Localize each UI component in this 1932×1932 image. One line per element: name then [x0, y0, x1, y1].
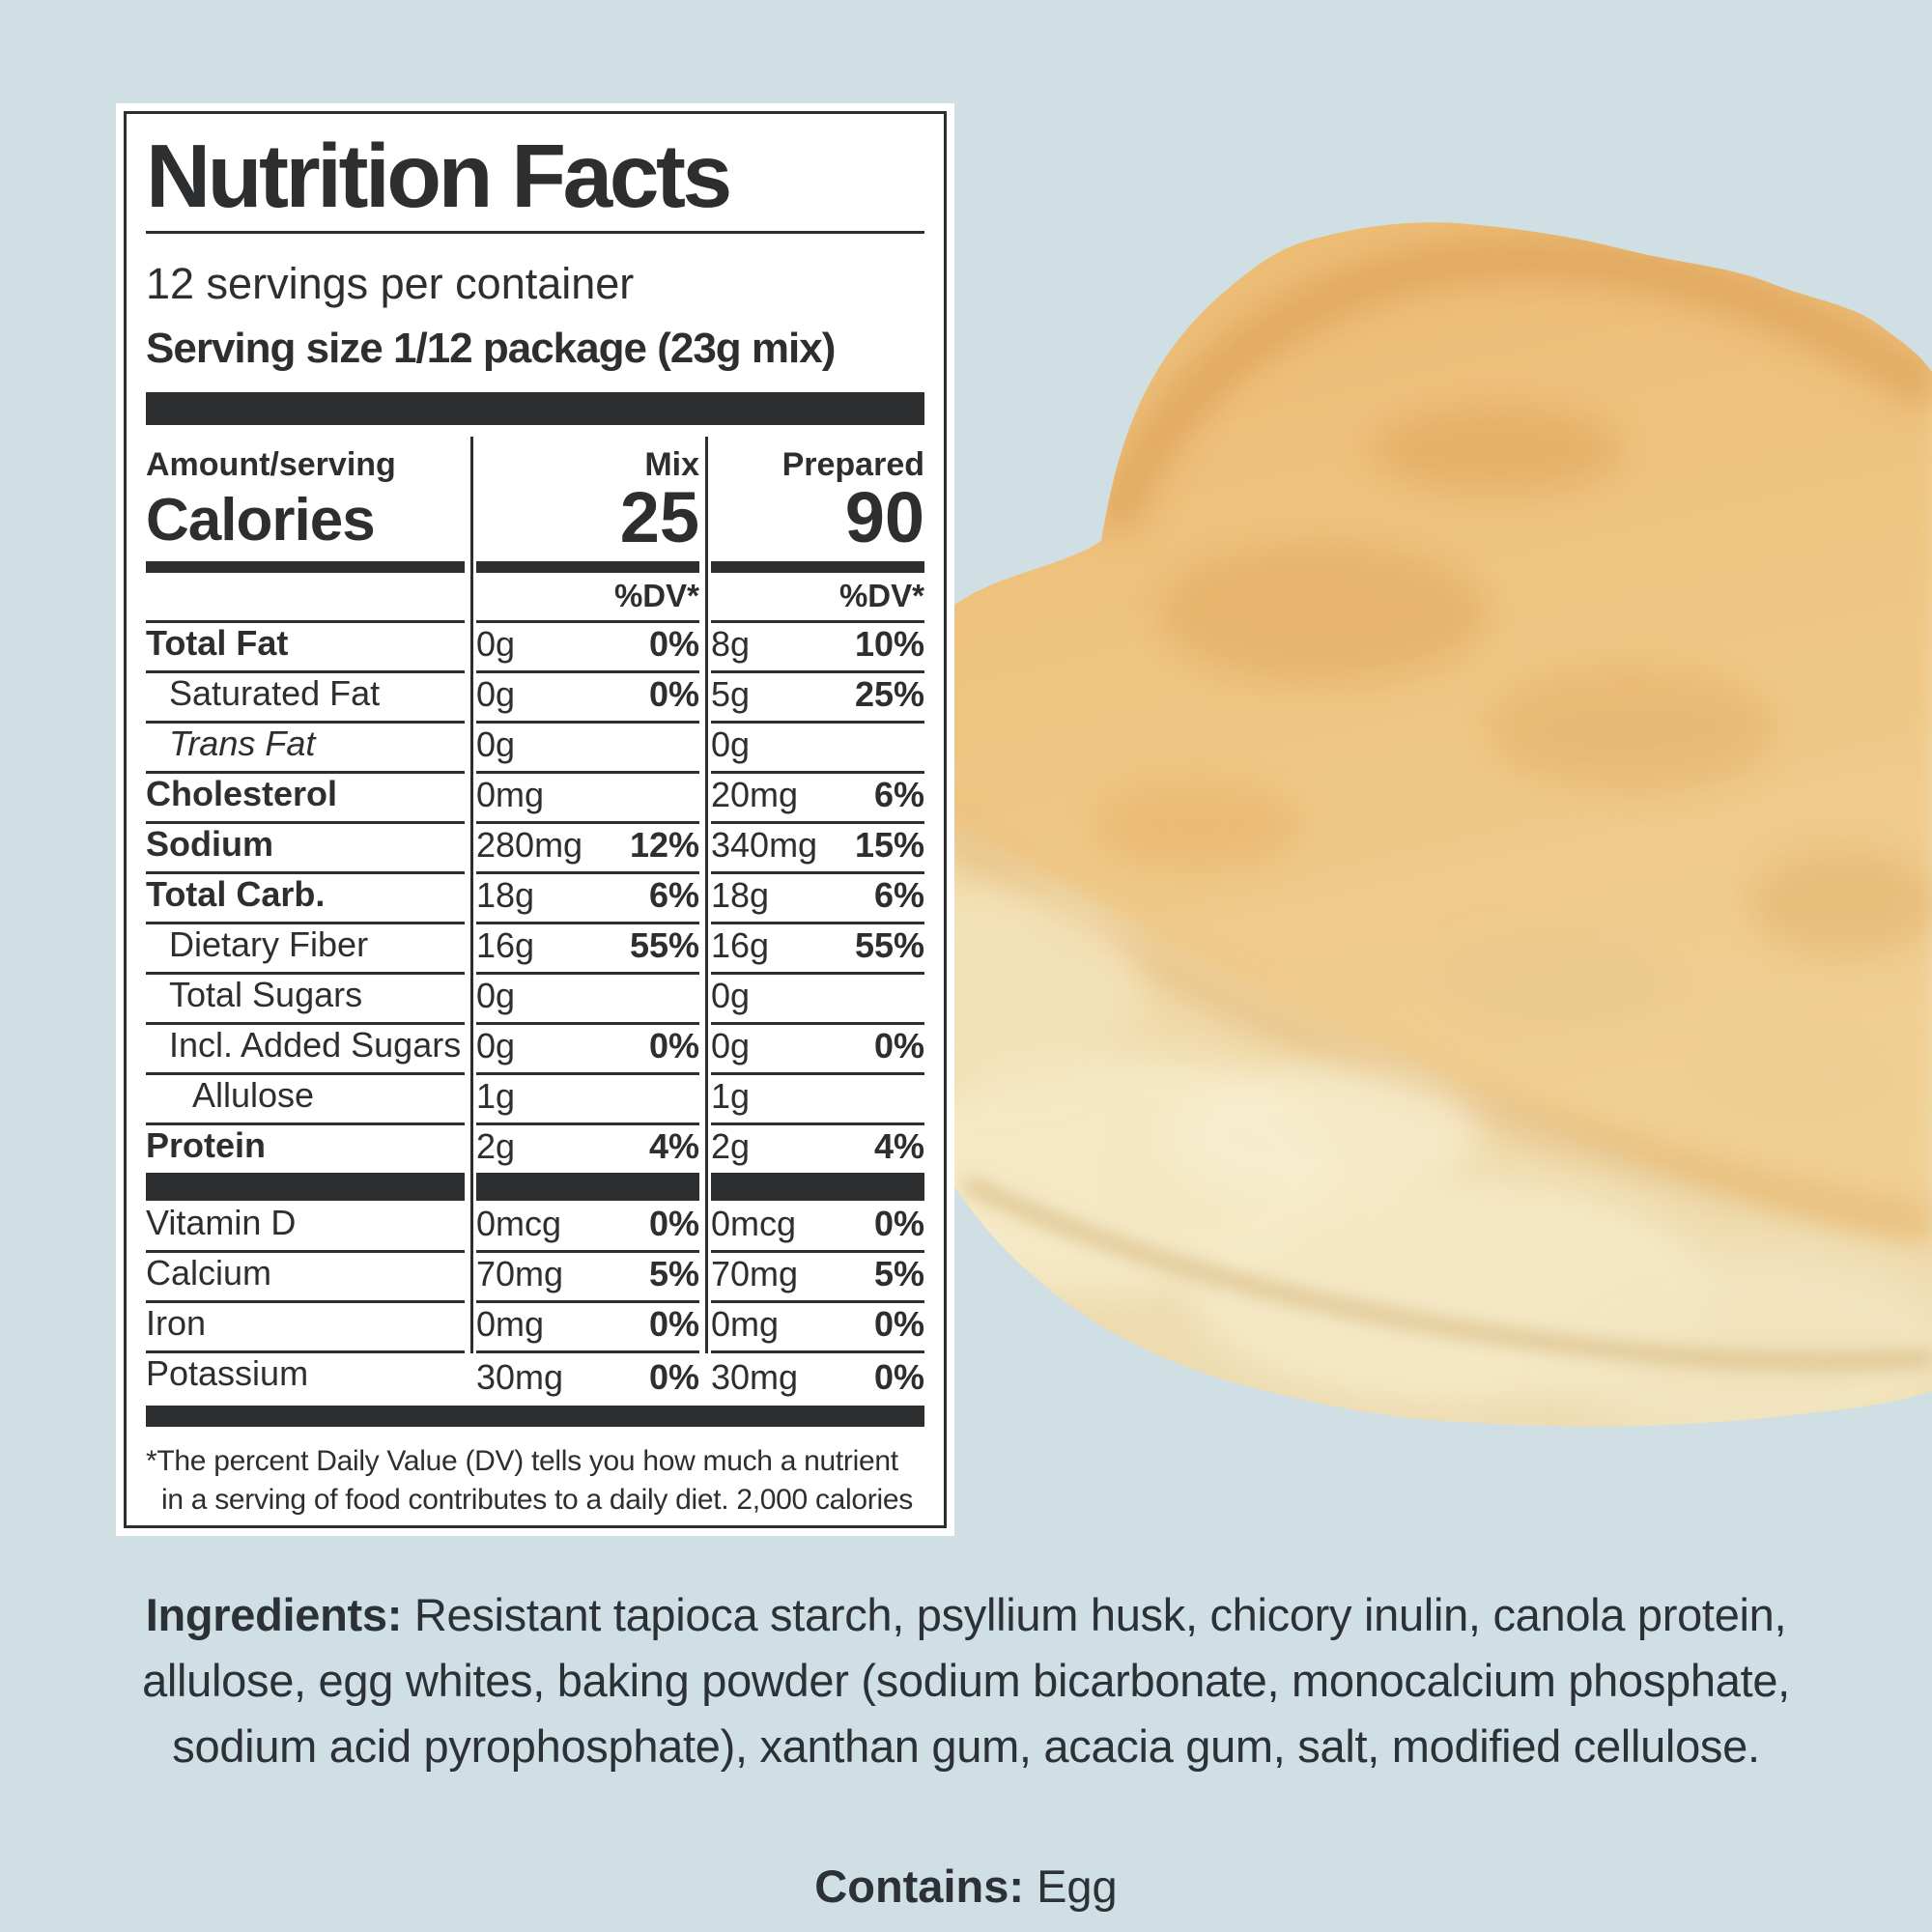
servings-per-container: 12 servings per container: [146, 258, 635, 308]
calories-label: Calories: [146, 486, 376, 554]
contains-label: Contains:: [814, 1861, 1025, 1912]
serving-size: Serving size 1/12 package (23g mix): [146, 324, 836, 372]
table-row: Sodium 280mg 12% 340mg 15%: [146, 824, 924, 875]
ingredients-label: Ingredients:: [145, 1589, 403, 1640]
prepared-column-header: Prepared: [781, 445, 924, 483]
table-row: Calcium 70mg 5% 70mg 5%: [146, 1253, 924, 1304]
table-row: Saturated Fat 0g 0% 5g 25%: [146, 673, 924, 724]
table-row: Incl. Added Sugars 0g 0% 0g 0%: [146, 1025, 924, 1076]
thick-divider-mid: [146, 1176, 924, 1202]
nutrition-label: Nutrition Facts 12 servings per containe…: [116, 103, 954, 1536]
amount-serving-header: Amount/serving: [146, 445, 396, 483]
dv-header-mix: %DV*: [613, 578, 699, 614]
table-row: Total Fat 0g 0% 8g 10%: [146, 623, 924, 674]
table-row: Protein 2g 4% 2g 4%: [146, 1125, 924, 1177]
calories-underline: [146, 561, 924, 574]
calories-mix-value: 25: [619, 476, 699, 557]
dv-footnote: *The percent Daily Value (DV) tells you …: [146, 1445, 913, 1525]
calories-row: Calories 25 90: [146, 476, 924, 557]
column-divider-1: [470, 436, 473, 1354]
title-divider: [146, 230, 924, 234]
table-row: Trans Fat 0g 0g: [146, 724, 924, 775]
thick-divider-bottom: [146, 1406, 924, 1428]
nutrition-table: Amount/serving Mix Prepared Calories 25 …: [146, 436, 924, 1404]
table-row: Total Carb. 18g 6% 18g 6%: [146, 874, 924, 925]
contains-value: Egg: [1024, 1861, 1118, 1912]
calories-prepared-value: 90: [844, 476, 924, 557]
table-row: Allulose 1g 1g: [146, 1075, 924, 1126]
dv-header-prepared: %DV*: [838, 578, 924, 614]
contains-line: Contains: Egg: [97, 1860, 1835, 1913]
ingredients-paragraph: Ingredients: Resistant tapioca starch, p…: [97, 1582, 1835, 1779]
biscuit-image: [848, 222, 1932, 1427]
mix-column-header: Mix: [644, 445, 699, 483]
table-row: Dietary Fiber 16g 55% 16g 55%: [146, 924, 924, 976]
thick-divider-top: [146, 391, 924, 425]
ingredients-text: Resistant tapioca starch, psyllium husk,…: [142, 1589, 1790, 1773]
table-row: Total Sugars 0g 0g: [146, 975, 924, 1026]
nutrition-facts-title: Nutrition Facts: [146, 126, 732, 226]
column-divider-2: [705, 436, 708, 1354]
table-row: Iron 0mg 0% 0mg 0%: [146, 1303, 924, 1354]
dv-header-row: %DV* %DV*: [146, 573, 924, 624]
table-row: Vitamin D 0mcg 0% 0mcg 0%: [146, 1203, 924, 1254]
table-row: Cholesterol 0mg 20mg 6%: [146, 774, 924, 825]
nutrition-label-border: Nutrition Facts 12 servings per containe…: [124, 111, 947, 1528]
table-row: Potassium 30mg 0% 30mg 0%: [146, 1353, 924, 1398]
column-header-row: Amount/serving Mix Prepared: [146, 437, 924, 484]
